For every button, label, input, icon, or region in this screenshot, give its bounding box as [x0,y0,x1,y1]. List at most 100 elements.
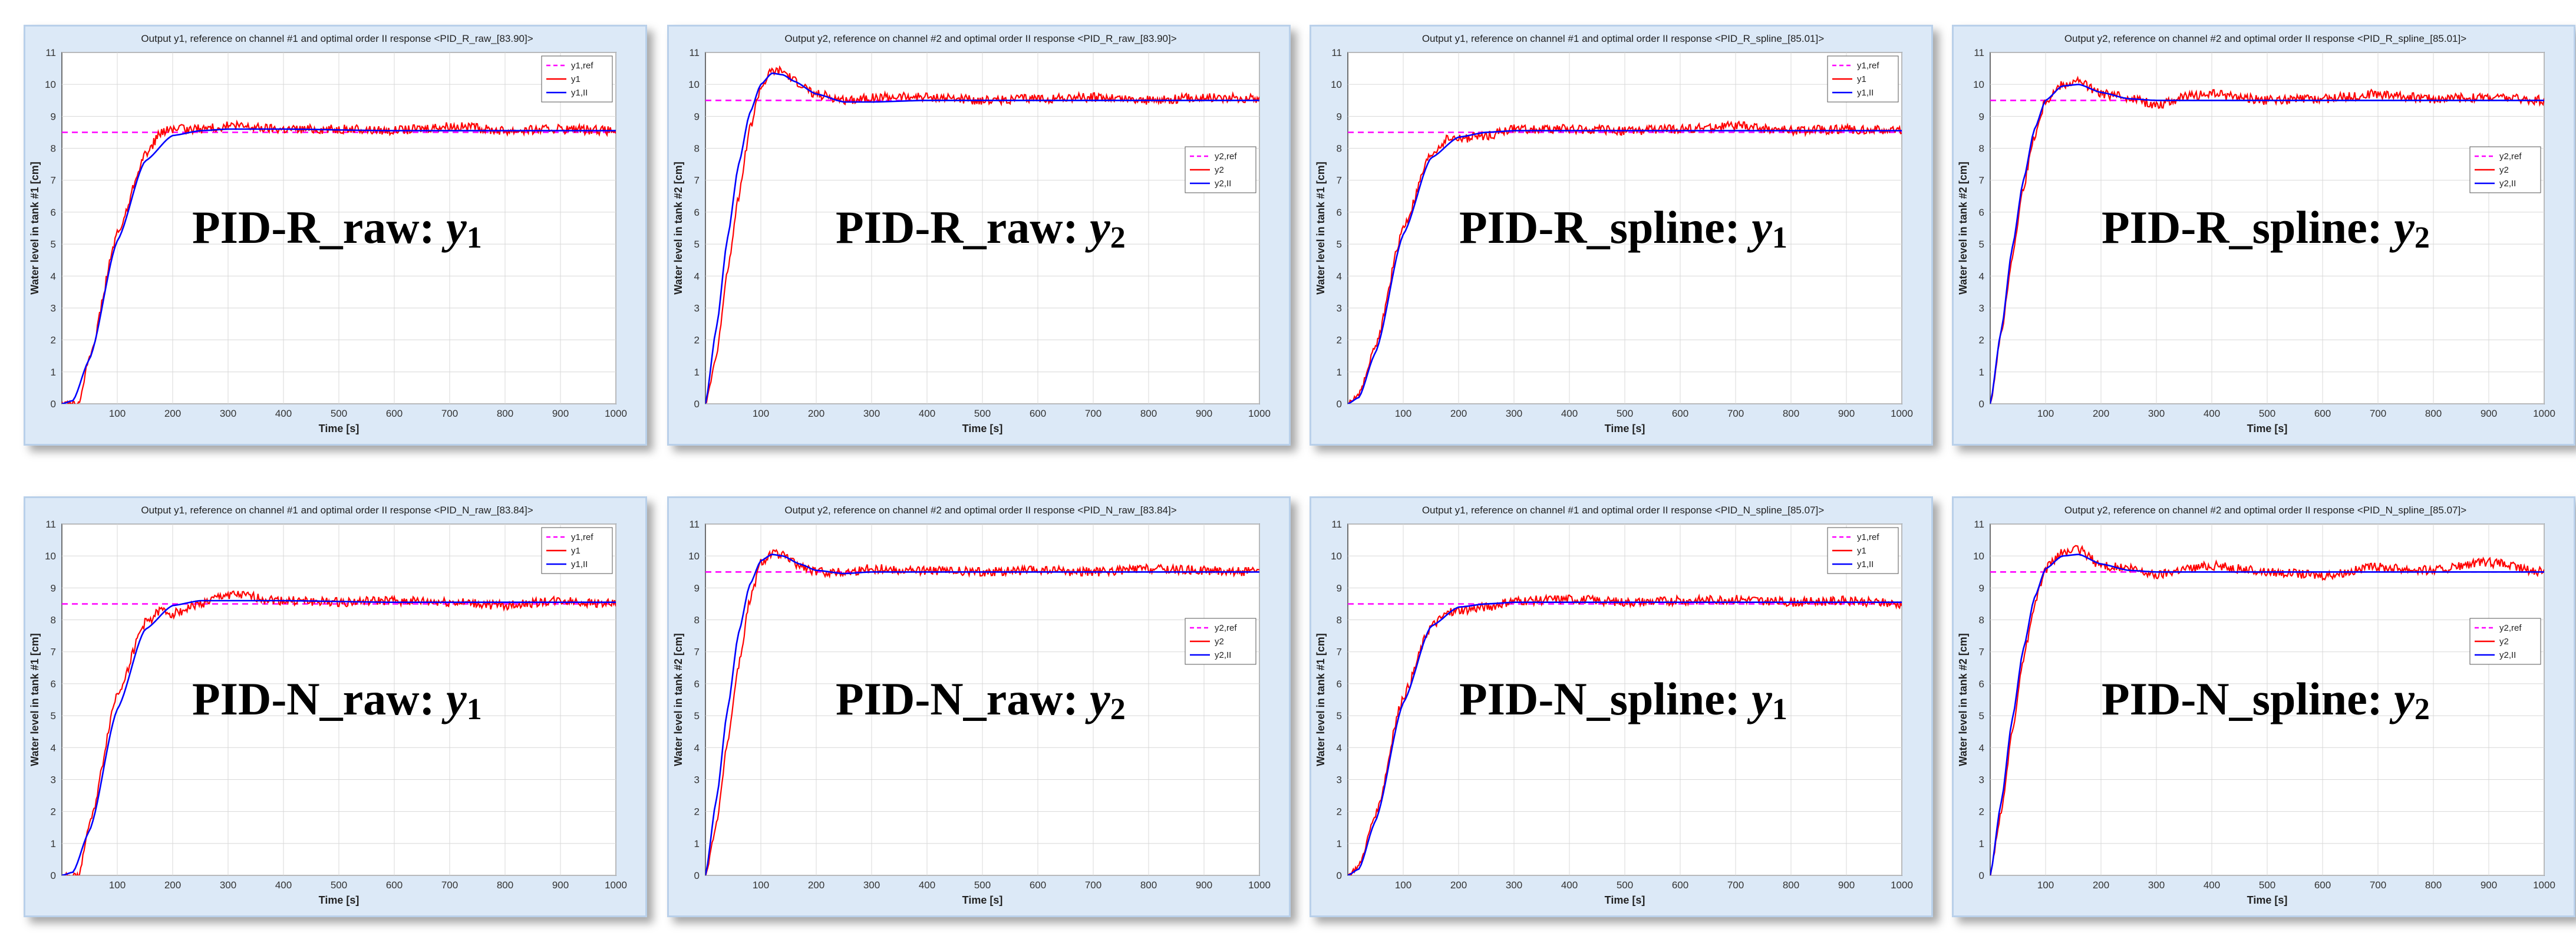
legend-label: y1 [571,546,580,556]
overlay-prefix: PID-R_raw: [836,202,1090,253]
y-tick-label: 9 [1979,111,1984,122]
x-tick-label: 300 [220,879,236,891]
overlay-prefix: PID-R_spline: [1459,202,1752,253]
panel-overlay-label: PID-R_spline: y2 [2102,201,2430,255]
x-tick-label: 1000 [605,879,627,891]
chart-svg: Output y1, reference on channel #1 and o… [1315,505,1913,906]
y-tick-label: 3 [51,302,56,314]
y-tick-label: 8 [694,143,700,154]
legend: y1,ref y1 y1,II [1827,55,1899,103]
y-tick-label: 8 [1337,143,1342,154]
y-tick-label: 5 [694,710,700,722]
chart-svg: Output y2, reference on channel #2 and o… [672,505,1271,906]
y-tick-label: 10 [1973,79,1984,90]
legend-label: y1,II [1857,559,1874,569]
chart-svg: Output y1, reference on channel #1 and o… [29,505,627,906]
y-tick-label: 10 [688,551,700,562]
y-tick-label: 6 [1979,678,1984,690]
panel-overlay-label: PID-R_spline: y1 [1459,201,1787,255]
y-tick-label: 9 [1337,582,1342,594]
series-line [62,119,616,404]
x-tick-label: 600 [1672,408,1688,419]
series-line [1348,130,1902,404]
x-tick-label: 900 [1196,408,1212,419]
chart-panel: Output y1, reference on channel #1 and o… [24,496,647,917]
panel-overlay-label: PID-N_raw: y1 [192,673,482,727]
x-tick-label: 600 [1030,408,1046,419]
x-tick-label: 300 [2148,408,2165,419]
y-axis-label: Water level in tank #2 [cm] [1957,633,1969,766]
x-tick-label: 300 [863,408,880,419]
y-tick-label: 11 [45,519,56,530]
overlay-prefix: PID-N_raw: [192,673,447,724]
chart-title: Output y1, reference on channel #1 and o… [141,505,533,516]
x-axis-label: Time [s] [319,423,359,434]
y-axis-label: Water level in tank #1 [cm] [1315,633,1327,766]
x-tick-label: 700 [2370,879,2386,891]
panel-overlay-label: PID-N_spline: y1 [1459,673,1787,727]
x-tick-label: 600 [1030,879,1046,891]
x-tick-label: 600 [386,408,403,419]
x-tick-label: 200 [2093,408,2109,419]
series-line [1348,593,1902,875]
x-tick-label: 900 [1838,879,1855,891]
x-tick-label: 600 [2314,879,2331,891]
y-tick-label: 3 [694,302,700,314]
chart-svg: Output y2, reference on channel #2 and o… [1957,505,2555,906]
x-tick-label: 700 [441,879,458,891]
y-tick-label: 4 [1337,742,1342,753]
y-tick-label: 9 [694,111,700,122]
legend: y1,ref y1 y1,II [1827,527,1899,574]
y-tick-label: 0 [694,870,700,881]
x-tick-label: 600 [386,879,403,891]
overlay-symbol: y [446,202,467,253]
y-tick-label: 1 [1979,367,1984,378]
y-tick-label: 8 [1979,143,1984,154]
x-tick-label: 800 [1783,408,1799,419]
y-tick-label: 9 [1979,582,1984,594]
y-tick-label: 9 [51,582,56,594]
x-tick-label: 100 [109,408,126,419]
y-tick-label: 0 [1337,398,1342,410]
y-tick-label: 6 [694,207,700,218]
y-tick-label: 2 [1979,335,1984,346]
chart-svg: Output y1, reference on channel #1 and o… [1315,33,1913,434]
x-tick-label: 900 [1838,408,1855,419]
overlay-symbol: y [2394,202,2415,253]
x-tick-label: 500 [2259,879,2275,891]
y-tick-label: 2 [1979,806,1984,818]
x-tick-label: 500 [974,408,991,419]
chart-panel: Output y1, reference on channel #1 and o… [1310,496,1933,917]
chart-svg: Output y2, reference on channel #2 and o… [1957,33,2555,434]
overlay-subscript: 1 [466,693,482,726]
y-tick-label: 1 [1337,838,1342,849]
x-tick-label: 800 [2425,408,2442,419]
x-tick-label: 400 [1561,879,1578,891]
x-tick-label: 1000 [2533,879,2555,891]
overlay-symbol: y [1752,202,1772,253]
x-tick-label: 800 [1783,879,1799,891]
x-tick-label: 800 [497,879,513,891]
y-tick-label: 5 [1337,239,1342,250]
y-tick-label: 5 [1337,710,1342,722]
x-tick-label: 700 [1085,879,1101,891]
x-tick-label: 300 [2148,879,2165,891]
y-tick-label: 10 [45,79,56,90]
legend-label: y1,II [1857,88,1874,98]
legend-label: y2,ref [1215,623,1237,633]
legend-label: y1,II [571,88,588,98]
y-tick-label: 9 [1337,111,1342,122]
legend: y2,ref y2 y2,II [2469,146,2541,193]
x-tick-label: 1000 [2533,408,2555,419]
y-tick-label: 2 [1337,335,1342,346]
series-line [1348,601,1902,875]
x-tick-label: 400 [275,879,292,891]
x-tick-label: 100 [2037,408,2054,419]
y-tick-label: 7 [694,647,700,658]
y-tick-label: 7 [51,175,56,186]
overlay-symbol: y [2394,673,2415,724]
y-tick-label: 4 [694,271,700,282]
x-tick-label: 100 [753,408,769,419]
y-tick-label: 3 [694,774,700,785]
y-tick-label: 11 [45,47,56,58]
